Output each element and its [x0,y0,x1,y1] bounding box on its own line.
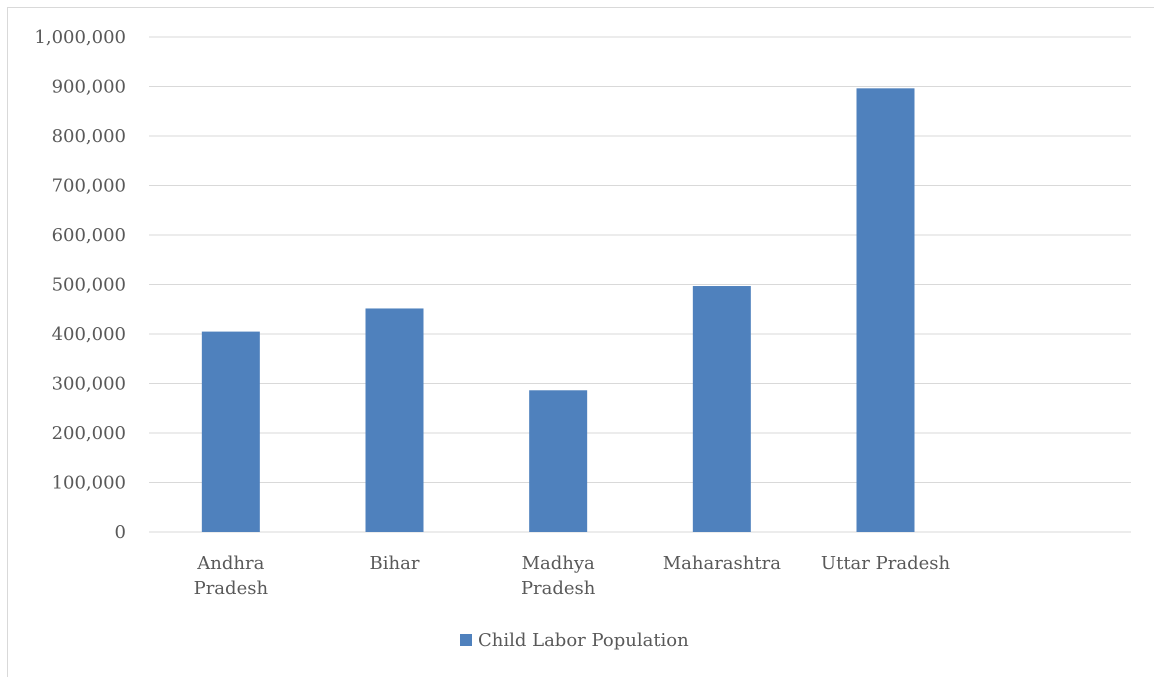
legend-label: Child Labor Population [478,630,689,651]
bar [529,390,588,532]
y-tick-label: 300,000 [52,374,126,395]
x-tick-label: Uttar Pradesh [821,553,951,574]
y-tick-label: 1,000,000 [34,27,126,48]
y-tick-label: 800,000 [52,126,126,147]
y-tick-label: 0 [115,522,126,543]
chart-area [7,7,1154,677]
y-tick-label: 400,000 [52,324,126,345]
y-tick-label: 700,000 [52,176,126,197]
bar [365,308,424,532]
x-tick-label: Andhra [196,553,264,574]
x-tick-label: Pradesh [521,578,596,599]
x-tick-label: Bihar [370,553,420,574]
bar [856,88,915,533]
bar [201,331,260,532]
x-tick-label: Pradesh [194,578,269,599]
y-tick-label: 200,000 [52,423,126,444]
y-tick-label: 900,000 [52,77,126,98]
x-tick-label: Madhya [522,553,595,574]
bar [692,286,751,532]
x-tick-label: Maharashtra [663,553,781,574]
legend-swatch [460,634,472,646]
y-tick-label: 500,000 [52,275,126,296]
y-tick-label: 600,000 [52,225,126,246]
y-tick-label: 100,000 [52,473,126,494]
